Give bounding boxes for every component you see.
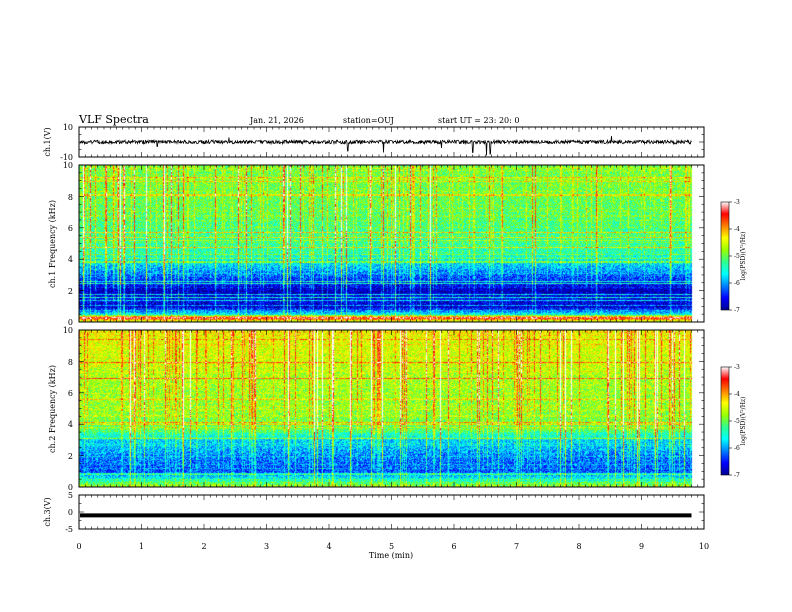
- chart-title: VLF Spectra: [78, 113, 149, 126]
- ch3-ylabel: ch.3(V): [43, 497, 52, 526]
- x-tick-label-4: 4: [326, 542, 331, 551]
- x-tick-label-5: 5: [389, 542, 394, 551]
- colorbar-tick-label: -4: [734, 226, 740, 233]
- x-tick-label-10: 10: [699, 542, 709, 551]
- ch2-spec-ylabel: ch.2 Frequency (kHz): [48, 365, 57, 453]
- ch1-ytick-top: 10: [63, 123, 73, 132]
- ch2-spectrogram-image: [79, 330, 704, 487]
- ch1-spec-ytick-10: 10: [63, 161, 73, 170]
- ch2-spec-ytick-10: 10: [63, 326, 73, 335]
- chart-start-time: start UT = 23: 20: 0: [438, 116, 519, 125]
- colorbar-tick-label: -3: [734, 364, 740, 371]
- ch1-spectrogram-image: [79, 165, 704, 322]
- colorbar-1: -3 -4 -5 -6 -7 log(PSD)(V²/Hz): [720, 199, 747, 314]
- x-tick-label-1: 1: [139, 542, 144, 551]
- ch2-spec-ytick-6: 6: [68, 389, 73, 398]
- colorbar-2-gradient: [720, 366, 730, 476]
- ch3-waveform-panel: 5 0 -5 ch.3(V): [43, 491, 705, 534]
- colorbar-1-ticks: -3 -4 -5 -6 -7: [729, 199, 740, 314]
- ch2-spectrogram-panel: 0 2 4 6 8 10 ch.2 Frequency (kHz): [48, 326, 705, 492]
- colorbar-1-label: log(PSD)(V²/Hz): [740, 232, 747, 281]
- x-tick-label-0: 0: [76, 542, 81, 551]
- ch3-ytick-0: 0: [68, 508, 73, 517]
- chart-date: Jan. 21, 2026: [249, 116, 304, 125]
- ch1-spec-ylabel: ch.1 Frequency (kHz): [48, 200, 57, 288]
- ch3-ytick-minus5: -5: [65, 525, 73, 534]
- ch2-spec-ytick-0: 0: [68, 483, 73, 492]
- ch1-spec-tick-marks: [78, 164, 705, 323]
- colorbar-tick-label: -4: [734, 391, 740, 398]
- x-tick-label-6: 6: [451, 542, 456, 551]
- ch1-spec-ytick-6: 6: [68, 224, 73, 233]
- ch1-waveform-trace: [79, 135, 692, 156]
- x-tick-label-9: 9: [639, 542, 644, 551]
- ch2-spec-ytick-2: 2: [68, 452, 73, 461]
- ch1-ylabel: ch.1(V): [43, 127, 52, 156]
- x-tick-label-7: 7: [514, 542, 519, 551]
- x-axis-label: Time (min): [369, 551, 413, 560]
- ch1-spectrogram-panel: 0 2 4 6 8 10 ch.1 Frequency (kHz): [48, 161, 705, 327]
- x-tick-label-3: 3: [264, 542, 269, 551]
- colorbar-2: -3 -4 -5 -6 -7 log(PSD)(V²/Hz): [720, 364, 747, 479]
- colorbar-tick-label: -5: [734, 253, 740, 260]
- ch2-spec-ytick-8: 8: [68, 358, 73, 367]
- ch1-tick-marks: [78, 126, 705, 158]
- ch2-spec-ytick-4: 4: [68, 420, 73, 429]
- x-tick-label-2: 2: [201, 542, 206, 551]
- colorbar-2-label: log(PSD)(V²/Hz): [740, 397, 747, 446]
- chart-station: station=OUJ: [343, 116, 394, 125]
- x-axis: 0 1 2 3 4 5 6 7 8 9 10 Time (min): [76, 542, 709, 560]
- colorbar-2-ticks: -3 -4 -5 -6 -7: [729, 364, 740, 479]
- ch2-spec-tick-marks: [78, 329, 705, 488]
- ch3-waveform-frame: [78, 494, 705, 530]
- colorbar-tick-label: -6: [734, 280, 740, 287]
- colorbar-tick-label: -5: [734, 418, 740, 425]
- ch1-spec-ytick-2: 2: [68, 287, 73, 296]
- ch1-spec-ytick-4: 4: [68, 255, 73, 264]
- ch1-spec-ytick-0: 0: [68, 318, 73, 327]
- colorbar-1-gradient: [720, 201, 730, 311]
- ch1-spec-ytick-8: 8: [68, 193, 73, 202]
- ch3-ytick-5: 5: [68, 491, 73, 500]
- colorbar-tick-label: -7: [734, 472, 740, 479]
- ch1-waveform-panel: 10 -10 ch.1(V): [43, 123, 705, 162]
- colorbar-tick-label: -6: [734, 445, 740, 452]
- colorbar-tick-label: -7: [734, 307, 740, 314]
- colorbar-tick-label: -3: [734, 199, 740, 206]
- x-tick-label-8: 8: [576, 542, 581, 551]
- ch3-tick-marks: [78, 494, 705, 530]
- ch1-ytick-bottom: -10: [60, 153, 73, 162]
